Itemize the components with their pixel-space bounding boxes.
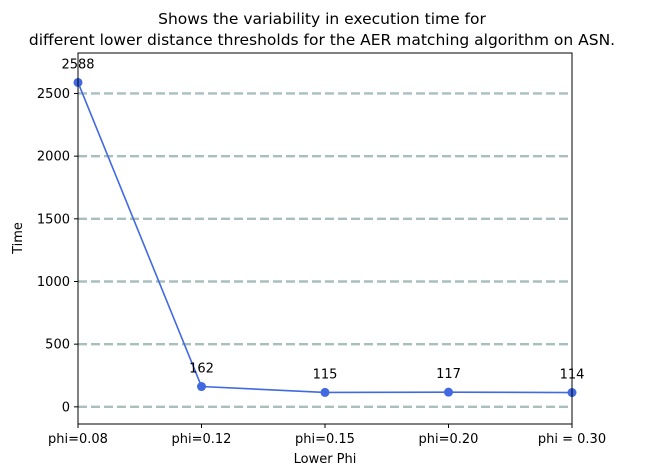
data-point: [444, 387, 453, 397]
data-label: 162: [189, 362, 214, 377]
x-tick-label: phi=0.15: [295, 432, 355, 447]
x-axis-label: Lower Phi: [294, 452, 357, 467]
x-tick-label: phi=0.20: [419, 432, 479, 447]
x-tick-label: phi=0.08: [48, 432, 108, 447]
gridlines: [78, 92, 572, 409]
y-tick-label: 1000: [37, 275, 70, 290]
series-line: [77, 82, 573, 394]
data-label: 117: [436, 367, 461, 382]
x-tick-label: phi = 0.30: [538, 432, 606, 447]
data-label: 115: [313, 367, 338, 382]
y-tick-label: 2500: [37, 87, 70, 102]
chart-title: Shows the variability in execution time …: [29, 10, 615, 49]
x-axis: phi=0.08 phi=0.12 phi=0.15 phi=0.20 phi = 0.…: [48, 424, 606, 447]
y-tick-label: 500: [45, 338, 70, 353]
chart-title-line-1: Shows the variability in execution time …: [158, 10, 486, 28]
y-axis: 0 500 1000 1500 2000 2500: [37, 87, 78, 415]
data-point: [320, 387, 330, 397]
y-tick-label: 0: [62, 400, 70, 415]
x-tick-label: phi=0.12: [172, 432, 232, 447]
y-axis-label: Time: [11, 222, 26, 255]
data-point: [197, 382, 206, 392]
chart-title-line-2: different lower distance thresholds for …: [29, 31, 615, 49]
y-tick-label: 2000: [37, 150, 70, 165]
y-tick-label: 1500: [37, 212, 70, 227]
